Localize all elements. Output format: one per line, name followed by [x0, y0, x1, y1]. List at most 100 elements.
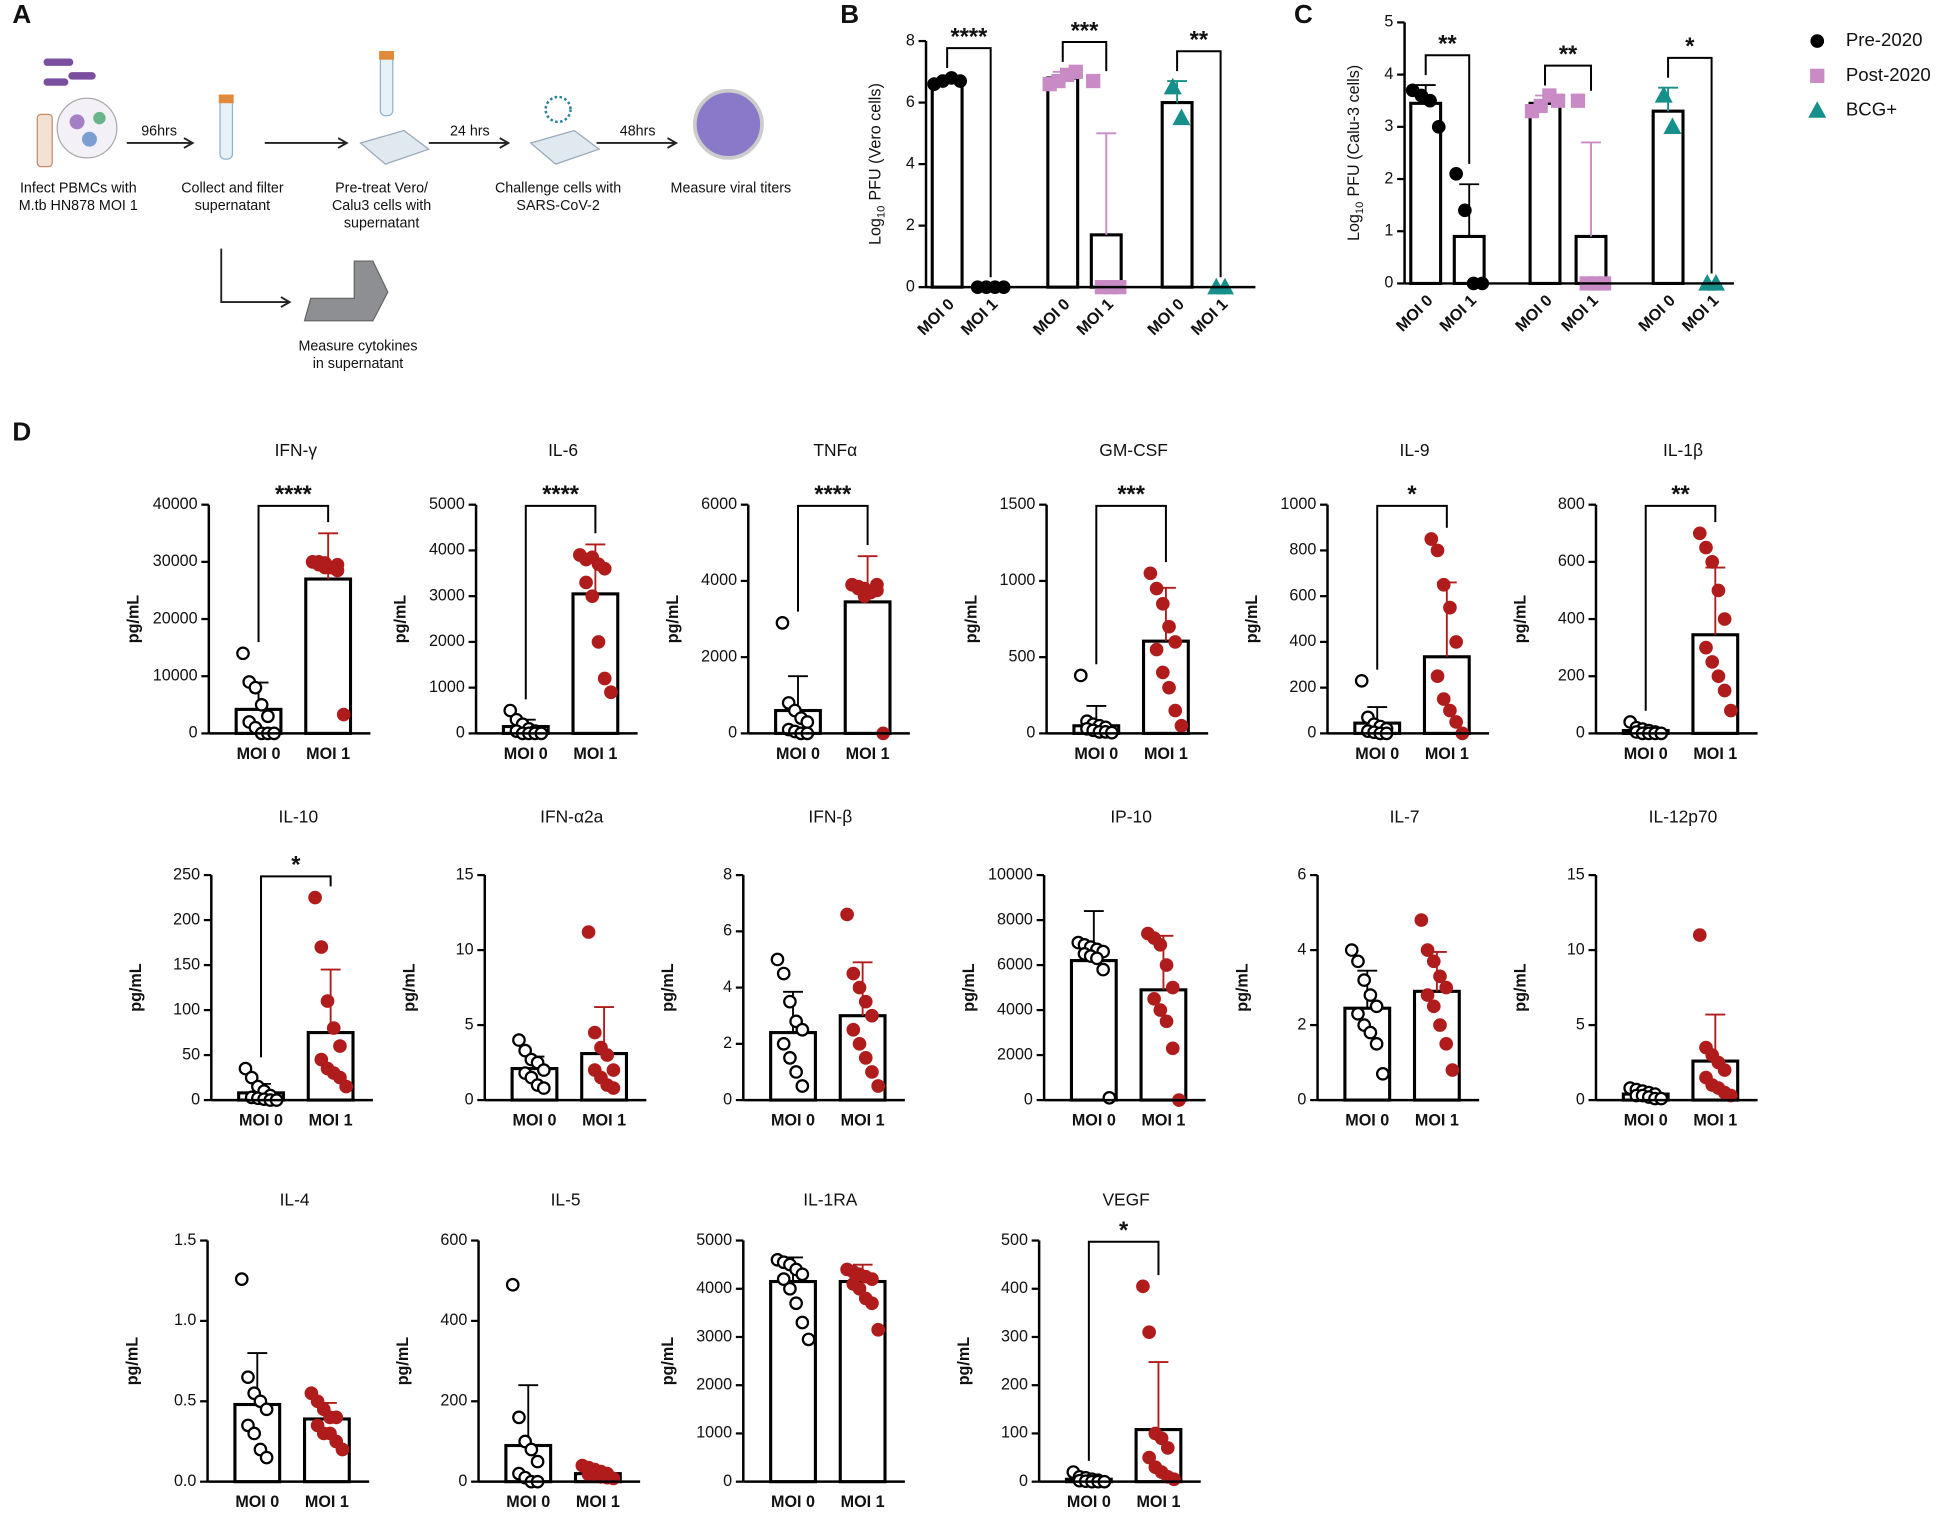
significance-stars: ** — [1438, 32, 1457, 58]
y-tick-label: 0 — [465, 1090, 474, 1108]
data-point — [1096, 962, 1110, 977]
y-tick-label: 250 — [173, 865, 200, 883]
data-point — [1433, 1018, 1447, 1032]
significance-bracket — [1424, 54, 1471, 164]
y-tick-label: 8 — [906, 31, 915, 49]
y-tick-label: 1500 — [999, 495, 1035, 513]
y-axis-label: pg/mL — [962, 595, 980, 644]
x-tick-label: MOI 1 — [1679, 291, 1723, 335]
tube-icon — [379, 55, 394, 117]
data-point — [244, 1070, 259, 1085]
legend-marker — [1808, 101, 1827, 118]
y-axis-label-part: Log — [867, 218, 885, 245]
data-point — [259, 1450, 274, 1465]
y-tick-label: 0 — [456, 724, 465, 742]
step-text: supernatant — [344, 216, 419, 232]
data-point — [871, 1079, 886, 1093]
step-text: Measure cytokines — [298, 339, 417, 355]
y-tick-label: 500 — [1008, 647, 1035, 665]
error-bar — [1581, 141, 1601, 237]
data-point — [1433, 969, 1447, 984]
tube-cap — [379, 50, 395, 60]
chart-title: IL-5 — [551, 1189, 581, 1209]
y-tick-label: 1.0 — [174, 1311, 196, 1329]
significance-stars: **** — [814, 482, 852, 508]
y-tick-label: 30000 — [153, 552, 198, 570]
data-point — [1168, 635, 1183, 649]
data-point — [858, 1051, 873, 1065]
data-point — [795, 1267, 810, 1282]
data-point — [1369, 1036, 1384, 1051]
panel-label: A — [12, 0, 31, 29]
y-tick-label: 600 — [440, 1231, 467, 1249]
bacteria-icon — [68, 72, 96, 80]
data-point — [1172, 108, 1191, 126]
data-point — [597, 561, 612, 576]
data-point — [1149, 642, 1164, 657]
data-point — [865, 1065, 879, 1079]
cells-icon — [56, 97, 118, 159]
data-point — [1439, 980, 1454, 995]
panel-label: C — [1294, 0, 1313, 29]
y-tick-label: 0 — [1307, 724, 1316, 742]
y-tick-label: 40000 — [153, 495, 198, 513]
chart-title: IL-12p70 — [1649, 807, 1718, 827]
bar — [304, 577, 353, 735]
y-tick-label: 15 — [1567, 865, 1585, 883]
data-point — [326, 1021, 341, 1035]
x-tick-label: MOI 0 — [914, 295, 958, 339]
data-point — [795, 1022, 810, 1037]
y-tick-label: 6 — [906, 93, 915, 111]
data-point — [1426, 999, 1441, 1014]
x-tick-label: MOI 1 — [1436, 291, 1480, 335]
arrow — [126, 137, 195, 149]
y-tick-label: 50 — [182, 1045, 200, 1063]
significance-bracket — [1644, 504, 1717, 711]
y-tick-label: 400 — [1558, 609, 1585, 627]
data-point — [505, 1277, 520, 1292]
data-point — [1443, 600, 1457, 615]
y-axis-label-part: Log — [1345, 214, 1363, 241]
legend-label: Pre-2020 — [1846, 29, 1923, 50]
y-axis-label: pg/mL — [659, 1337, 677, 1386]
data-point — [1445, 1063, 1460, 1077]
analyzer-icon — [303, 260, 389, 322]
y-tick-label: 2000 — [701, 647, 737, 665]
data-point — [236, 646, 250, 661]
y-tick-label: 2 — [723, 1034, 732, 1052]
error-bar — [1148, 1361, 1169, 1430]
y-tick-label: 0.0 — [174, 1472, 196, 1490]
data-point — [795, 1079, 810, 1093]
data-point — [1449, 715, 1463, 729]
x-tick-label: MOI 0 — [771, 1493, 815, 1511]
significance-stars: *** — [1117, 482, 1145, 508]
y-tick-label: 0 — [1297, 1090, 1306, 1108]
bar — [571, 592, 620, 735]
y-tick-label: 300 — [1001, 1327, 1028, 1345]
bar — [930, 79, 964, 289]
chart-title: TNFα — [813, 440, 857, 460]
cell-icon — [69, 114, 85, 130]
x-tick-label: MOI 1 — [1558, 291, 1602, 335]
plate-icon — [529, 129, 601, 165]
data-point — [314, 1052, 329, 1067]
y-tick-label: 6000 — [997, 955, 1033, 973]
y-tick-label: 400 — [1001, 1279, 1028, 1297]
bar — [1409, 101, 1443, 285]
significance-bracket — [524, 504, 597, 700]
x-tick-label: MOI 1 — [1693, 1111, 1737, 1129]
data-point — [1351, 1006, 1365, 1021]
significance-stars: * — [1685, 34, 1695, 60]
chart-title: IL-7 — [1390, 807, 1420, 827]
significance-bracket — [257, 504, 330, 643]
data-point — [1458, 203, 1472, 218]
data-point — [1160, 1441, 1175, 1455]
data-point — [1136, 1279, 1150, 1294]
data-point — [1149, 581, 1164, 596]
data-point — [1692, 928, 1707, 942]
y-tick-label: 200 — [440, 1392, 467, 1410]
y-tick-label: 500 — [1001, 1231, 1028, 1249]
data-point — [1449, 635, 1463, 649]
data-point — [1344, 943, 1359, 957]
data-point — [1154, 1431, 1169, 1446]
